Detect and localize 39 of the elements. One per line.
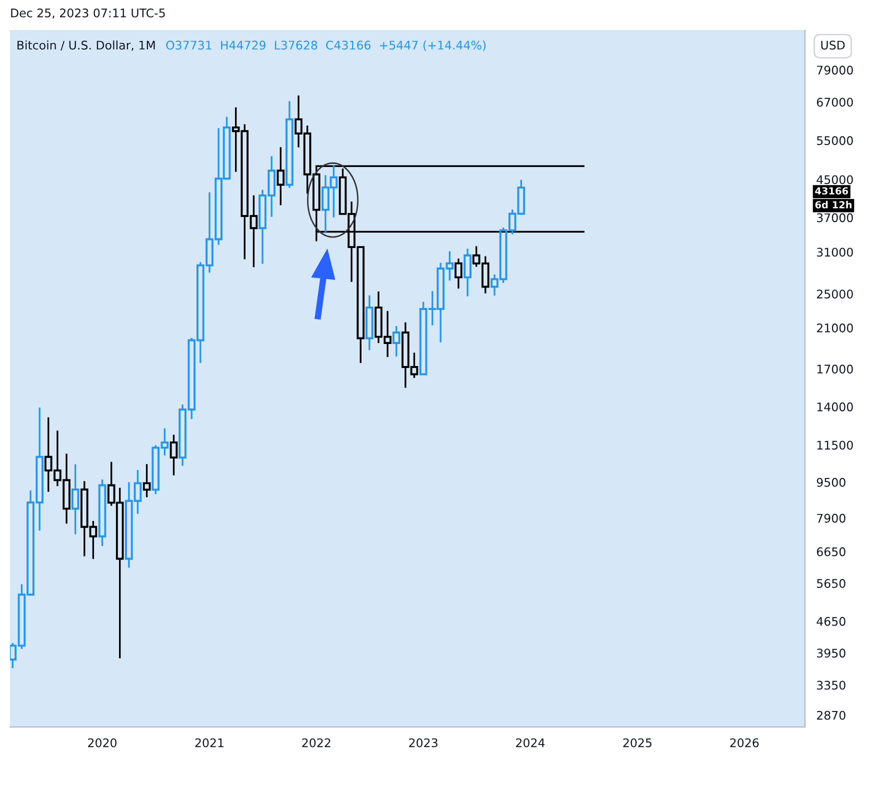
y-tick-label: 7900	[817, 514, 846, 523]
y-tick-label: 79000	[817, 66, 853, 75]
candlestick	[71, 464, 80, 534]
candlestick	[366, 295, 374, 350]
x-tick-label: 2022	[302, 738, 330, 748]
y-tick-label: 6650	[816, 547, 846, 556]
text: Dec 25, 2023 07:11 UTC-5	[11, 8, 165, 19]
x-tick-label: 2023	[409, 738, 438, 748]
y-tick-label: 4650	[816, 616, 846, 626]
y-axis-title: USD	[821, 40, 845, 50]
y-tick-label: 3350	[817, 680, 846, 690]
y-tick-label: 9500	[816, 478, 846, 487]
y-tick-label: 25000	[816, 290, 853, 299]
x-tick-label: 2021	[195, 738, 224, 748]
y-tick-label: 2870	[816, 710, 846, 720]
x-tick-label: 2020	[88, 738, 117, 748]
text: Bitcoin / U.S. Dollar, 1M	[18, 40, 155, 51]
y-tick-label: 3950	[817, 648, 846, 658]
x-tick-label: 2026	[730, 738, 759, 748]
y-tick-label: 45000	[816, 175, 853, 184]
y-tick-label: 11500	[817, 440, 853, 450]
text: 43166	[815, 187, 848, 195]
y-tick-label: 14000	[817, 402, 853, 412]
candlestick	[170, 434, 178, 476]
x-tick-label: 2024	[516, 738, 545, 748]
text: O37731 H44729 L37628 C43166 +5447 (+14.44%)	[166, 40, 486, 51]
y-tick-label: 37000	[817, 213, 853, 222]
y-tick-label: 31000	[817, 248, 853, 257]
candlestick	[276, 147, 285, 206]
y-tick-label: 67000	[816, 98, 853, 107]
text: 6d 12h	[815, 200, 852, 208]
y-tick-label: 21000	[816, 324, 853, 332]
y-tick-label: 55000	[817, 136, 853, 146]
candlestick	[464, 248, 472, 296]
y-tick-label: 5650	[817, 579, 846, 588]
y-tick-label: 17000	[817, 364, 853, 374]
candlestick	[454, 258, 462, 289]
candlestick	[286, 101, 294, 188]
x-tick-label: 2025	[623, 738, 652, 748]
